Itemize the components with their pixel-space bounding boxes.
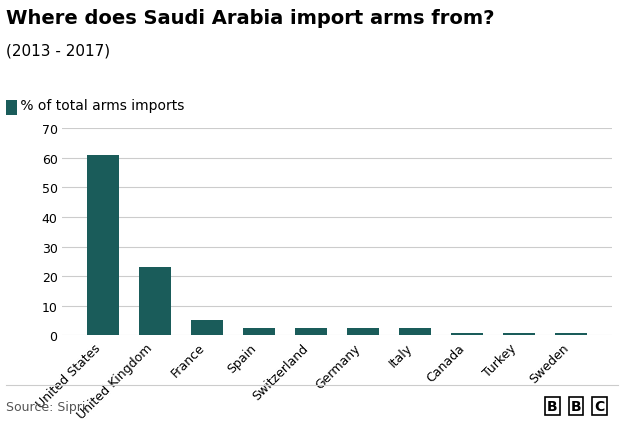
Bar <box>87 156 119 335</box>
Text: (2013 - 2017): (2013 - 2017) <box>6 43 110 58</box>
Bar <box>192 321 223 335</box>
Text: Source: Sipri: Source: Sipri <box>6 400 85 413</box>
Bar <box>243 328 275 335</box>
Bar <box>451 333 482 335</box>
Text: C: C <box>595 399 605 413</box>
Text: B: B <box>570 399 582 413</box>
Bar <box>504 333 535 335</box>
Bar <box>399 328 431 335</box>
Bar <box>555 333 587 335</box>
Bar <box>295 328 326 335</box>
Text: Where does Saudi Arabia import arms from?: Where does Saudi Arabia import arms from… <box>6 9 495 28</box>
Text: B: B <box>547 399 558 413</box>
Bar <box>139 267 170 335</box>
Text: % of total arms imports: % of total arms imports <box>16 99 184 113</box>
Bar <box>348 328 379 335</box>
